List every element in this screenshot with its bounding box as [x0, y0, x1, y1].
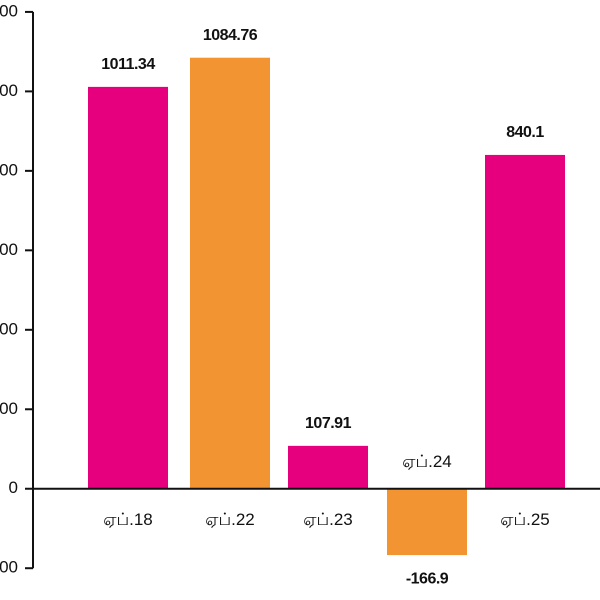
bar: [485, 154, 565, 489]
bar: [88, 86, 168, 489]
value-label: 1084.76: [203, 27, 258, 44]
value-label: 1011.34: [101, 56, 155, 73]
bar: [288, 445, 368, 489]
y-tick-label: 1200: [0, 1, 18, 20]
value-label: -166.9: [406, 570, 449, 587]
y-tick-label: 200: [0, 399, 18, 418]
y-tick-label: 800: [0, 160, 18, 179]
x-tick-label: ஏப்.22: [205, 510, 255, 529]
y-tick-label: -200: [0, 558, 18, 577]
bar: [387, 488, 467, 556]
x-tick-label: ஏப்.23: [303, 510, 353, 529]
y-tick-label: 400: [0, 319, 18, 338]
bar: [190, 57, 270, 489]
y-tick-label: 1000: [0, 81, 18, 100]
x-tick-label: ஏப்.24: [402, 452, 452, 471]
y-tick-label: 0: [9, 478, 18, 497]
y-tick-label: 600: [0, 240, 18, 259]
x-tick-label: ஏப்.25: [500, 510, 550, 529]
value-label: 840.1: [506, 124, 544, 141]
x-tick-label: ஏப்.18: [103, 510, 153, 529]
value-label: 107.91: [305, 415, 352, 432]
